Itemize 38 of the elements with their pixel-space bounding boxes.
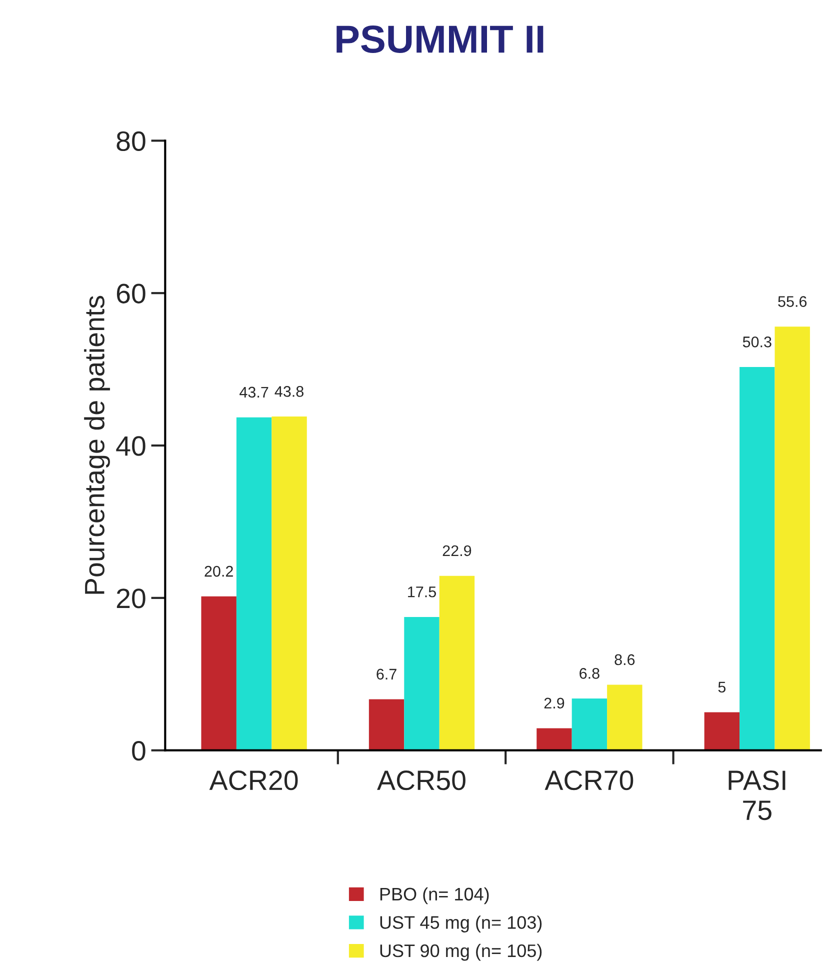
bar — [272, 416, 307, 750]
y-tick-label: 20 — [116, 588, 146, 608]
data-label: 6.7 — [376, 668, 396, 680]
bar — [404, 616, 440, 750]
x-tick-label: ACR50 — [377, 770, 466, 790]
data-label: 6.8 — [580, 668, 600, 679]
data-label: 5 — [718, 682, 726, 693]
bar — [536, 728, 572, 750]
data-label: 50.3 — [742, 336, 772, 348]
bar — [704, 712, 740, 750]
x-tick-label: ACR70 — [544, 770, 634, 790]
bar — [774, 326, 810, 750]
data-label: 43.7 — [240, 386, 268, 398]
y-axis-title: Pourcentage de patients — [84, 296, 110, 594]
bar — [236, 417, 272, 750]
x-tick-label: ACR20 — [209, 770, 298, 790]
y-tick-label: 60 — [116, 284, 146, 304]
data-label: 22.9 — [442, 545, 472, 556]
data-label: 17.5 — [408, 586, 436, 598]
y-tick-label: 40 — [116, 436, 146, 456]
bar — [439, 576, 475, 750]
legend-label: UST 45 mg (n= 103) — [380, 916, 542, 932]
legend-label: UST 90 mg (n= 105) — [380, 944, 542, 961]
bar — [607, 684, 642, 750]
bar — [201, 596, 236, 750]
data-label: 20.2 — [204, 566, 233, 577]
legend-label: PBO (n= 104) — [380, 887, 489, 904]
data-label: 2.9 — [544, 698, 564, 709]
chart-title: PSUMMIT II — [336, 25, 544, 53]
y-tick-label: 0 — [132, 741, 146, 761]
y-tick-label: 80 — [116, 131, 146, 152]
x-tick-label: PASI 75 — [728, 770, 786, 820]
bar — [740, 367, 775, 750]
data-label: 43.8 — [274, 386, 304, 397]
data-label: 8.6 — [614, 654, 635, 666]
data-label: 55.6 — [778, 296, 807, 307]
bar — [368, 699, 404, 750]
bar — [572, 698, 608, 750]
